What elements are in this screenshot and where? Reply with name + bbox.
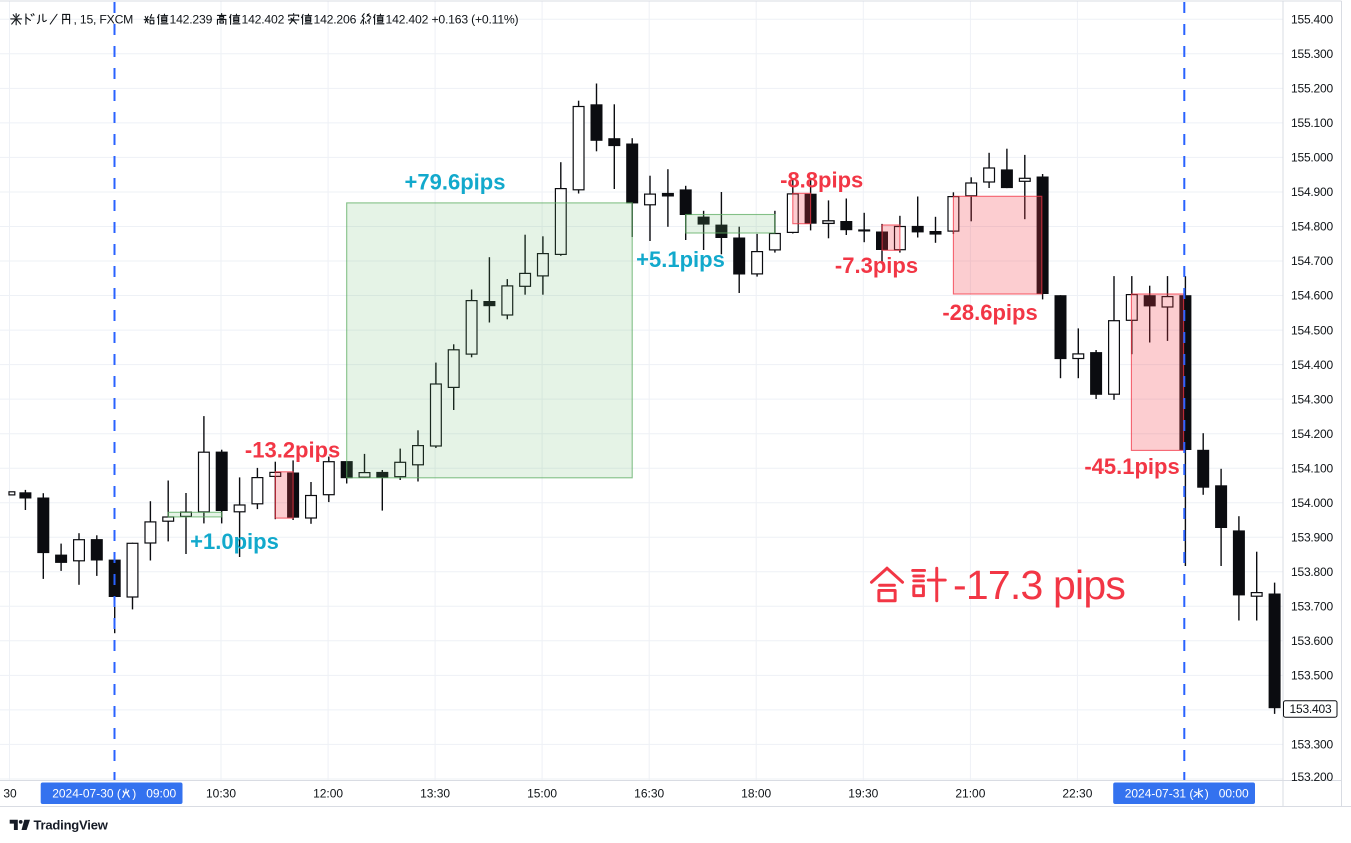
svg-text:154.900: 154.900 (1291, 185, 1334, 199)
svg-text:154.700: 154.700 (1291, 254, 1334, 268)
svg-text:22:30: 22:30 (1062, 787, 1092, 801)
svg-text:155.200: 155.200 (1291, 82, 1334, 96)
svg-text:153.600: 153.600 (1291, 634, 1334, 648)
svg-text:154.400: 154.400 (1291, 358, 1334, 372)
svg-text:+79.6pips: +79.6pips (405, 170, 506, 195)
svg-text:2024-07-30 (: 2024-07-30 ( (52, 787, 121, 801)
svg-text:): ) (132, 787, 136, 801)
svg-text:155.100: 155.100 (1291, 116, 1334, 130)
svg-text:, 15, FXCM: , 15, FXCM (74, 12, 134, 26)
svg-text:142.206: 142.206 (314, 12, 357, 26)
svg-text:30: 30 (3, 787, 17, 801)
svg-text:18:00: 18:00 (741, 787, 771, 801)
svg-text:TradingView: TradingView (34, 817, 109, 832)
svg-text:142.402: 142.402 (242, 12, 285, 26)
svg-text:19:30: 19:30 (848, 787, 878, 801)
svg-text:10:30: 10:30 (206, 787, 236, 801)
svg-text:12:00: 12:00 (313, 787, 343, 801)
svg-text:+5.1pips: +5.1pips (636, 247, 725, 272)
svg-text:-28.6pips: -28.6pips (942, 300, 1037, 325)
svg-text:153.200: 153.200 (1291, 770, 1334, 784)
svg-text:155.000: 155.000 (1291, 151, 1334, 165)
svg-text:+0.163 (+0.11%): +0.163 (+0.11%) (432, 12, 519, 26)
svg-text:154.500: 154.500 (1291, 323, 1334, 337)
svg-text:142.402: 142.402 (386, 12, 429, 26)
svg-text:154.000: 154.000 (1291, 496, 1334, 510)
svg-text:154.200: 154.200 (1291, 427, 1334, 441)
svg-text:-7.3pips: -7.3pips (835, 253, 918, 278)
svg-text:154.800: 154.800 (1291, 220, 1334, 234)
svg-text:153.300: 153.300 (1291, 738, 1334, 752)
svg-text:153.800: 153.800 (1291, 565, 1334, 579)
svg-text:153.700: 153.700 (1291, 600, 1334, 614)
svg-text:00:00: 00:00 (1219, 787, 1249, 801)
svg-text:2024-07-31 (: 2024-07-31 ( (1125, 787, 1194, 801)
svg-text:153.900: 153.900 (1291, 531, 1334, 545)
svg-text:13:30: 13:30 (420, 787, 450, 801)
svg-text:16:30: 16:30 (634, 787, 664, 801)
svg-text:21:00: 21:00 (955, 787, 985, 801)
svg-text:154.300: 154.300 (1291, 392, 1334, 406)
svg-text:-17.3 pips: -17.3 pips (953, 562, 1125, 608)
svg-text:154.600: 154.600 (1291, 289, 1334, 303)
svg-text:15:00: 15:00 (527, 787, 557, 801)
svg-text:154.100: 154.100 (1291, 461, 1334, 475)
svg-text:153.500: 153.500 (1291, 669, 1334, 683)
svg-text:-8.8pips: -8.8pips (780, 168, 863, 193)
svg-text:-45.1pips: -45.1pips (1084, 454, 1179, 479)
svg-text:): ) (1205, 787, 1209, 801)
svg-text:142.239: 142.239 (170, 12, 213, 26)
svg-text:153.403: 153.403 (1290, 702, 1333, 716)
svg-text:155.300: 155.300 (1291, 47, 1334, 61)
svg-text:-13.2pips: -13.2pips (245, 437, 340, 462)
svg-text:155.400: 155.400 (1291, 13, 1334, 27)
svg-text:+1.0pips: +1.0pips (190, 529, 279, 554)
svg-text:09:00: 09:00 (146, 787, 176, 801)
